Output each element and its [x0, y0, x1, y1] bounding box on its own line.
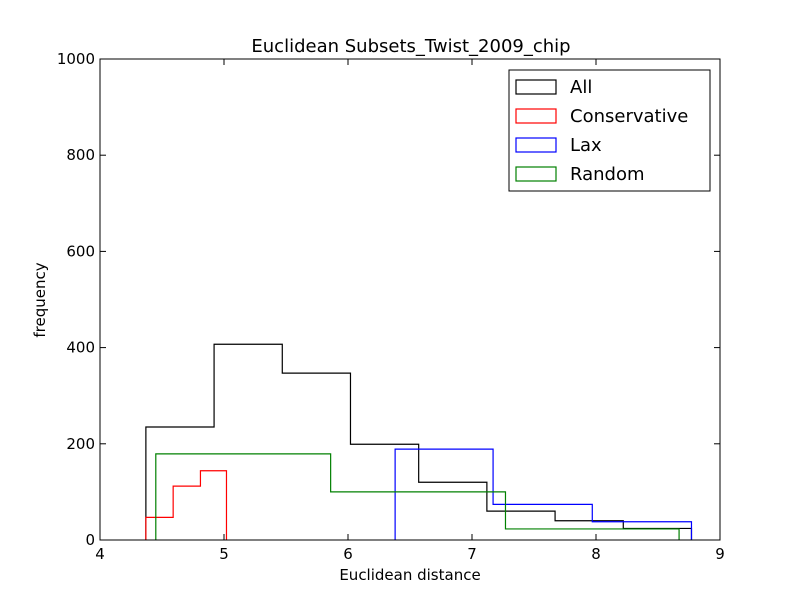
legend-swatch-lax — [515, 137, 557, 153]
series-lax-step — [394, 448, 693, 540]
y-tick-label: 200 — [66, 435, 95, 453]
legend-label-conservative: Conservative — [570, 106, 688, 127]
legend-swatch-all — [515, 79, 557, 95]
legend-label-random: Random — [570, 164, 645, 185]
legend-label-lax: Lax — [570, 135, 602, 156]
y-tick-label: 800 — [66, 146, 95, 164]
x-tick-label: 5 — [219, 545, 229, 563]
axis-ticks: 4 5 6 7 8 9 0 200 400 600 800 1000 — [57, 50, 725, 563]
x-tick-label: 7 — [467, 545, 477, 563]
legend-swatch-conservative — [515, 108, 557, 124]
histogram-steps — [145, 343, 693, 540]
y-tick-label: 400 — [66, 339, 95, 357]
y-tick-label: 1000 — [57, 50, 95, 68]
y-tick-label: 600 — [66, 242, 95, 260]
x-axis-label: Euclidean distance — [339, 566, 480, 584]
series-conservative-step — [145, 470, 228, 540]
chart-title: Euclidean Subsets_Twist_2009_chip — [251, 36, 570, 57]
legend: All Conservative Lax Random — [508, 69, 711, 192]
x-tick-label: 8 — [591, 545, 601, 563]
y-tick-label: 0 — [85, 531, 95, 549]
legend-swatch-random — [515, 166, 557, 182]
series-random-step — [155, 453, 680, 540]
x-tick-label: 9 — [715, 545, 725, 563]
x-tick-label: 4 — [95, 545, 105, 563]
legend-box — [508, 69, 711, 192]
plot-frame — [99, 58, 721, 541]
x-tick-label: 6 — [343, 545, 353, 563]
legend-label-all: All — [570, 77, 592, 98]
y-axis-label: frequency — [31, 262, 49, 337]
